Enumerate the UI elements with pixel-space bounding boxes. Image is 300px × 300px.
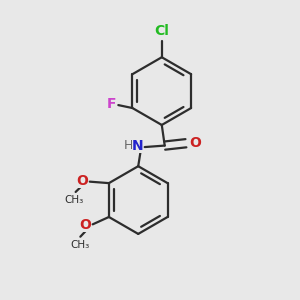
Text: Cl: Cl xyxy=(154,24,169,38)
Text: O: O xyxy=(80,218,91,232)
Text: O: O xyxy=(190,136,201,150)
Text: O: O xyxy=(76,174,88,188)
Text: CH₃: CH₃ xyxy=(64,195,84,205)
Text: CH₃: CH₃ xyxy=(71,240,90,250)
Text: F: F xyxy=(106,97,116,111)
Text: H: H xyxy=(124,139,134,152)
Text: N: N xyxy=(132,140,143,154)
